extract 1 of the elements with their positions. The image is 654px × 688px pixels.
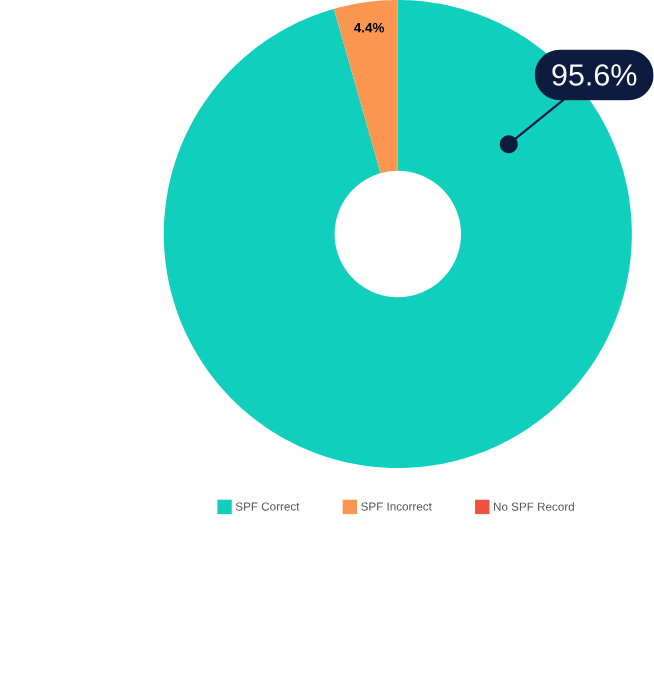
- data-label: 95.6%: [552, 64, 637, 86]
